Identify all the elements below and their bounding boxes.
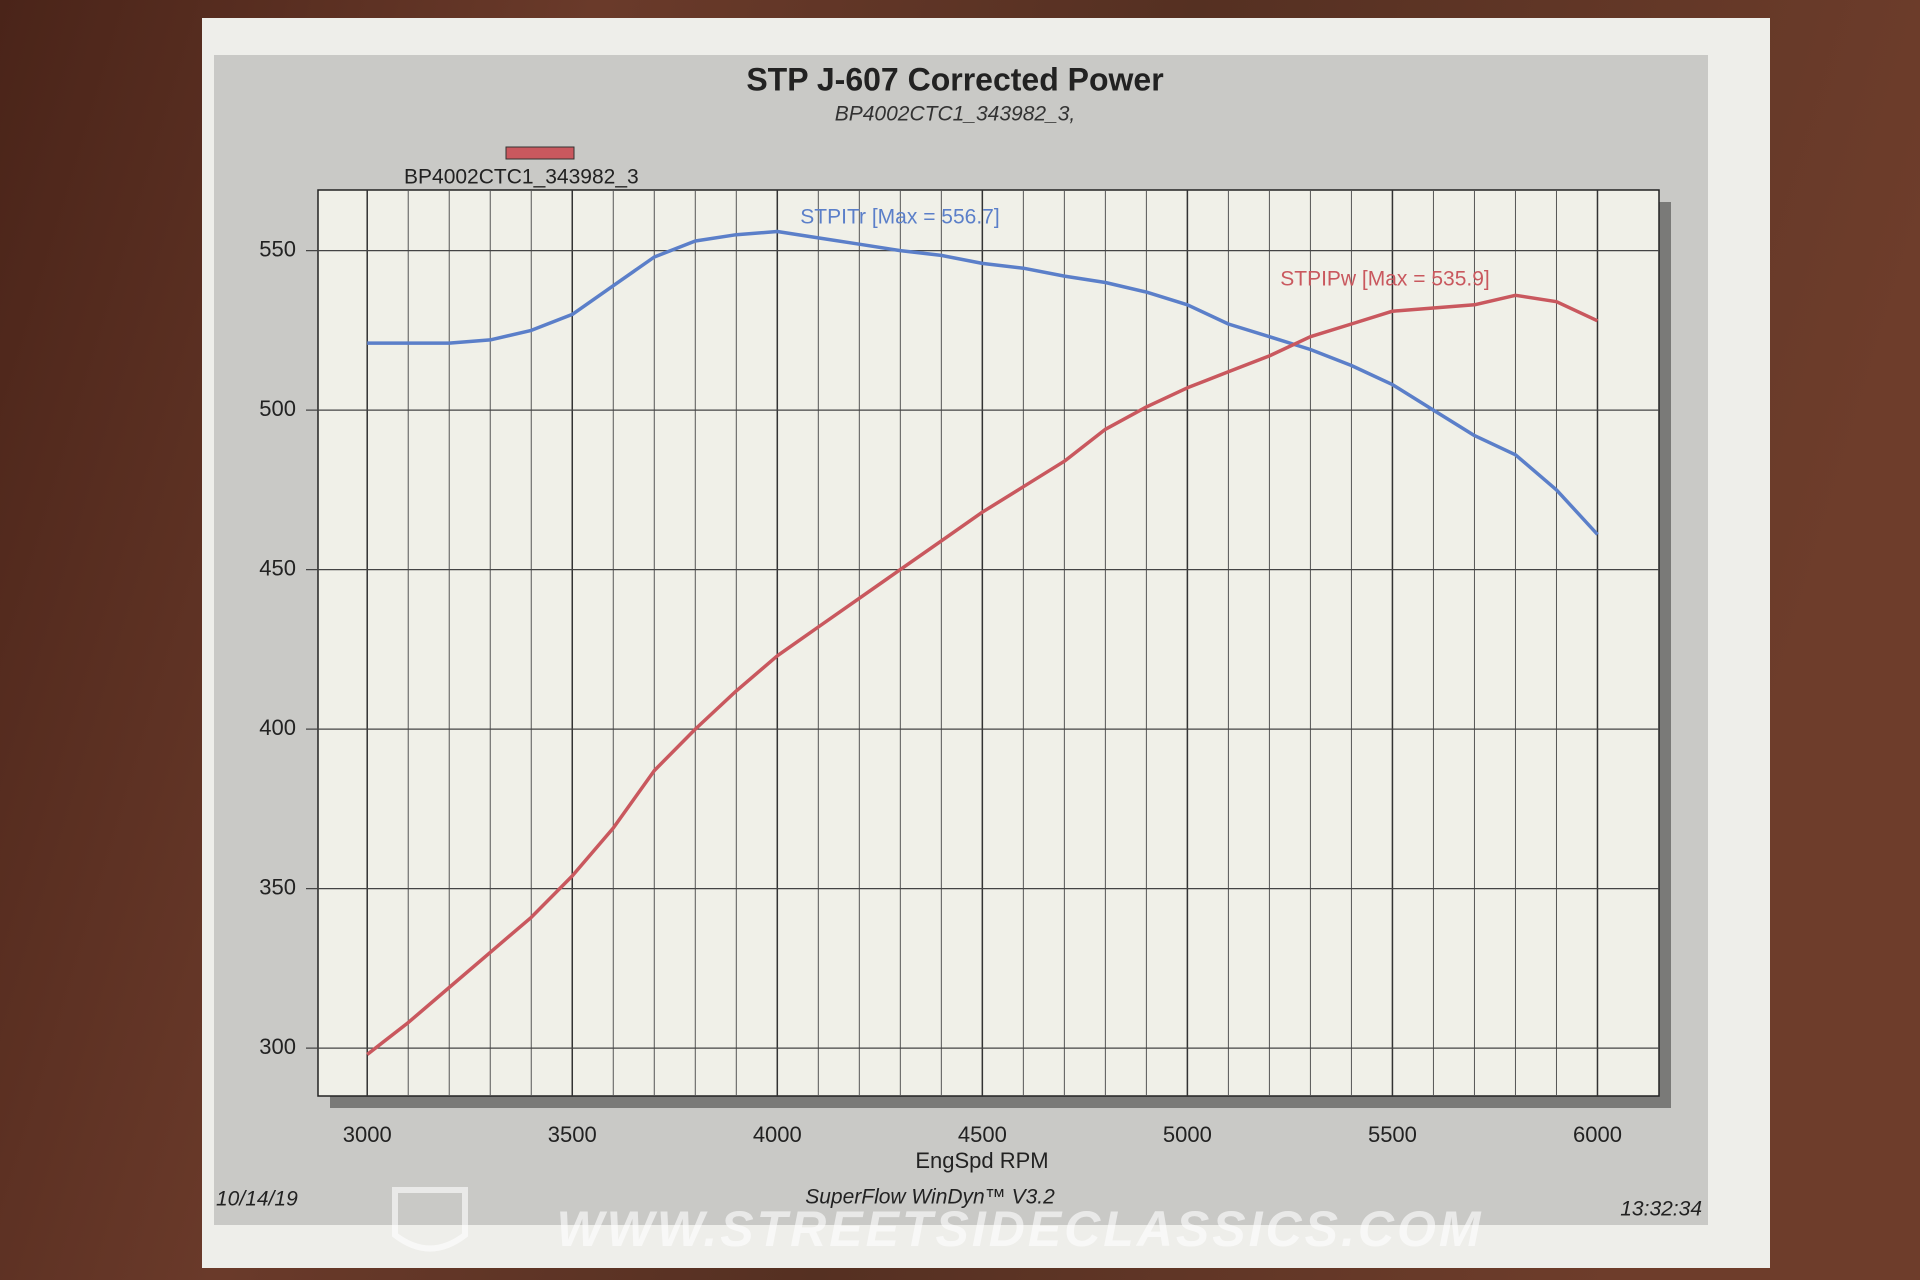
y-tick-label: 300	[259, 1034, 296, 1059]
series-line	[367, 229, 1599, 536]
x-tick-label: 3000	[343, 1122, 392, 1147]
chart-title: STP J-607 Corrected Power	[746, 61, 1163, 97]
chart-subtitle: BP4002CTC1_343982_3,	[835, 103, 1076, 126]
watermark-logo	[392, 1187, 468, 1252]
legend-swatch	[505, 146, 575, 160]
series-label: STPIPw [Max = 535.9]	[1280, 268, 1490, 291]
footer-date: 10/14/19	[216, 1188, 298, 1211]
legend-label: BP4002CTC1_343982_3	[404, 166, 639, 189]
footer-software: SuperFlow WinDyn™ V3.2	[805, 1186, 1055, 1209]
footer-time: 13:32:34	[1620, 1198, 1702, 1221]
series-line	[366, 293, 1599, 1056]
x-tick-label: 3500	[548, 1122, 597, 1147]
x-tick-label: 5500	[1368, 1122, 1417, 1147]
x-tick-label: 5000	[1163, 1122, 1212, 1147]
y-tick-label: 350	[259, 874, 296, 899]
series-label: STPITr [Max = 556.7]	[800, 206, 999, 229]
x-tick-label: 4500	[958, 1122, 1007, 1147]
y-tick-label: 400	[259, 715, 296, 740]
y-tick-label: 550	[259, 236, 296, 261]
x-tick-label: 4000	[753, 1122, 802, 1147]
x-axis-label: EngSpd RPM	[915, 1148, 1048, 1173]
plot-area	[317, 189, 1660, 1097]
watermark: WWW.STREETSIDECLASSICS.COM	[556, 1201, 1483, 1257]
y-tick-label: 450	[259, 555, 296, 580]
y-tick-label: 500	[259, 396, 296, 421]
x-tick-label: 6000	[1573, 1122, 1622, 1147]
